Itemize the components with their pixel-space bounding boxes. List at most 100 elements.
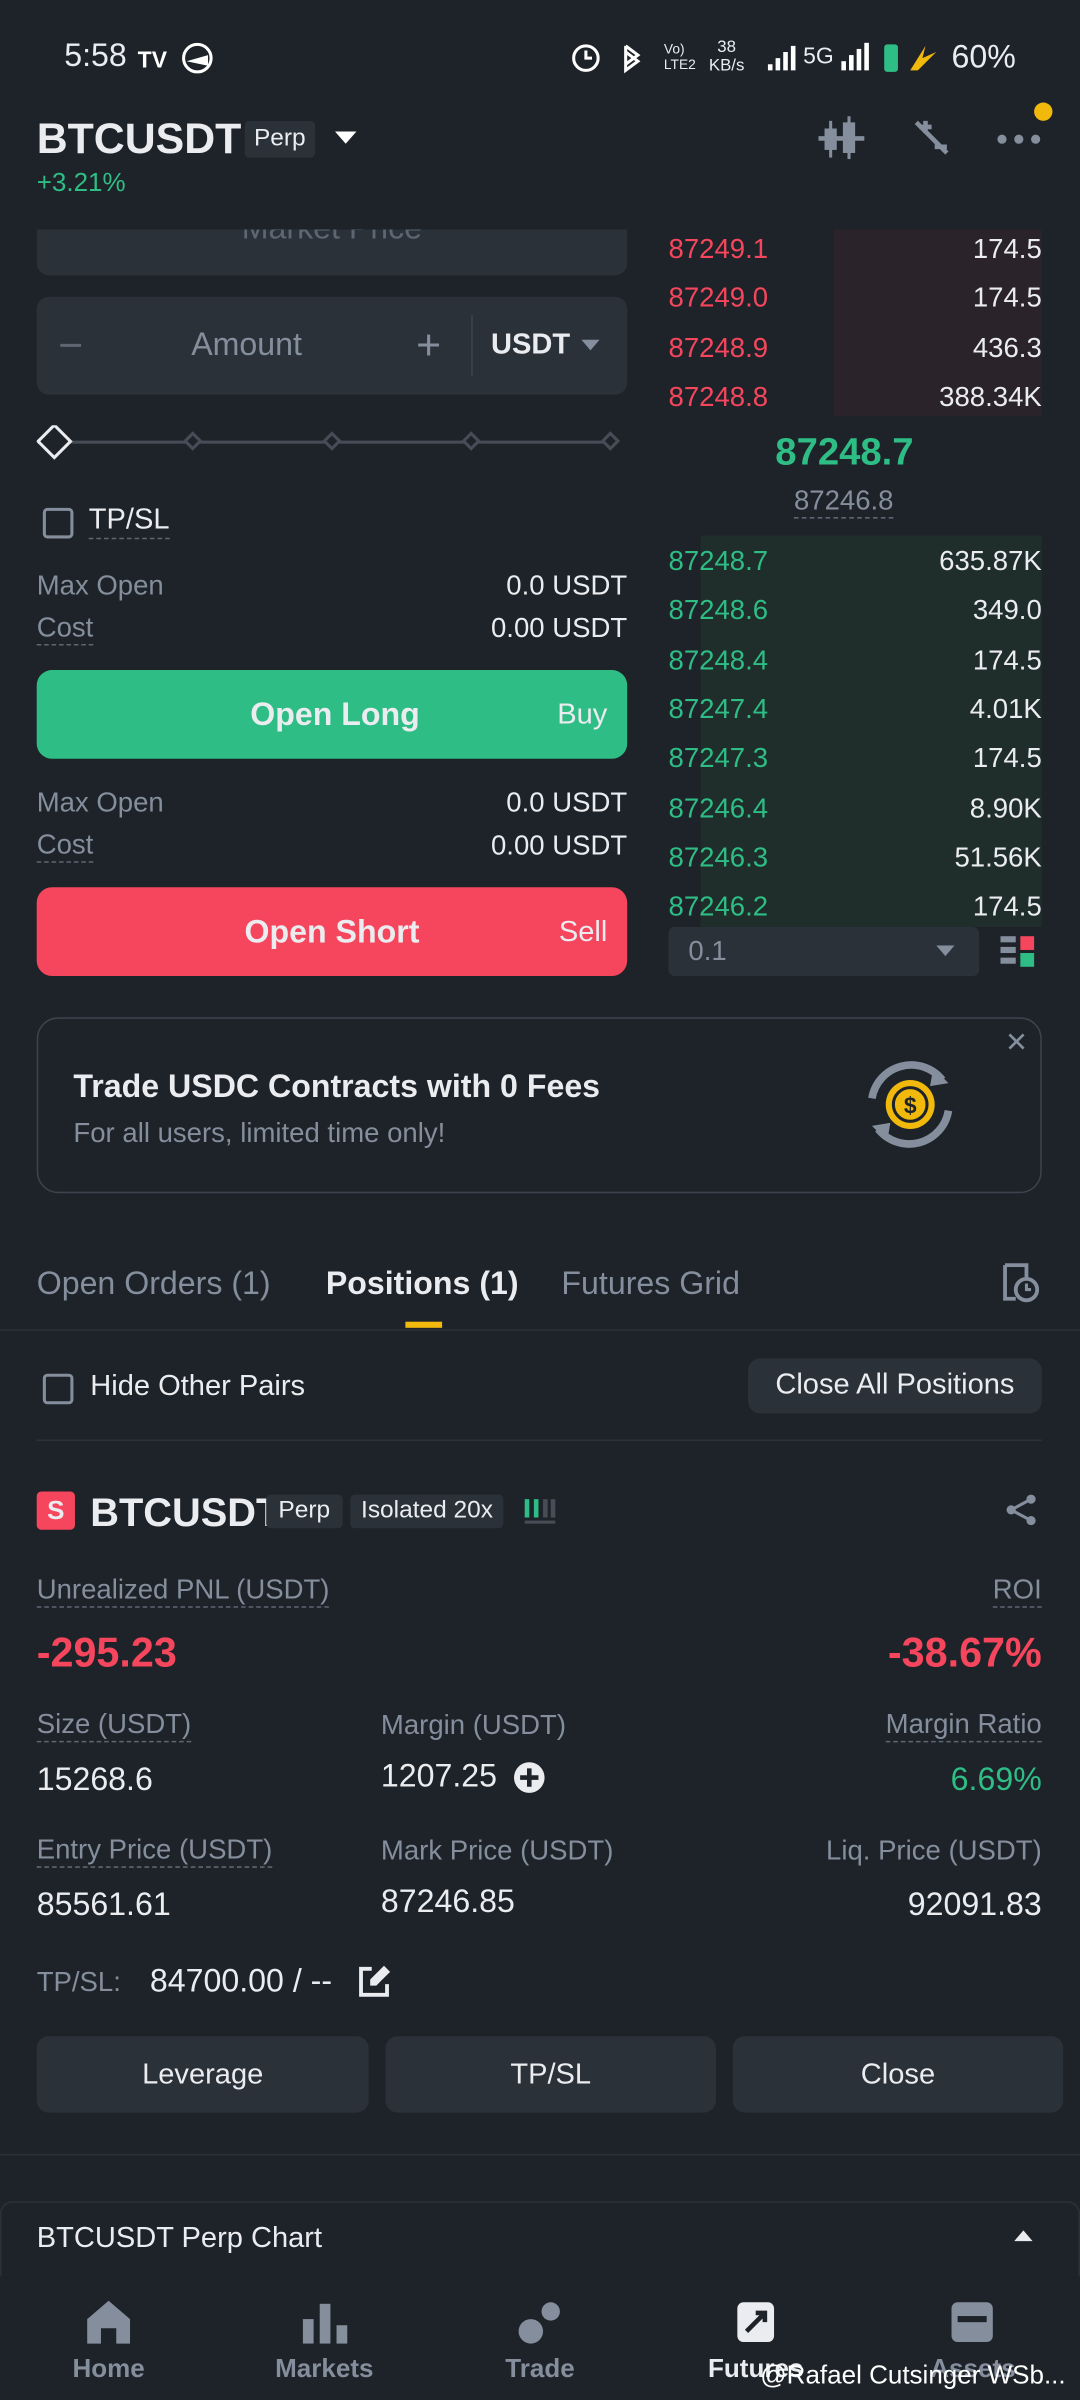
status-time: 5:58 [64, 38, 127, 74]
svg-text:TV: TV [138, 46, 168, 72]
bid-price: 87247.3 [668, 742, 769, 774]
stat-label: Entry Price (USDT) [36, 1834, 273, 1868]
nav-item[interactable]: Trade [505, 2354, 575, 2384]
stat-value: 6.69% [950, 1762, 1042, 1798]
history-icon[interactable] [1000, 1262, 1040, 1305]
open-long-button[interactable] [36, 670, 628, 759]
short-cost-label: Cost [36, 829, 94, 863]
tab[interactable]: Open Orders (1) [36, 1266, 271, 1302]
position-contract: Perp [266, 1494, 343, 1529]
adl-indicator [524, 1499, 556, 1524]
ask-amount: 174.5 [972, 233, 1042, 264]
bid-price: 87247.4 [668, 693, 769, 725]
long-cost-label: Cost [36, 612, 94, 646]
last-price: 87248.7 [775, 430, 914, 474]
position-symbol[interactable]: BTCUSDT [90, 1489, 281, 1536]
amount-plus[interactable]: + [416, 321, 442, 369]
tab-indicator [405, 1321, 443, 1328]
speed-value: 38 [717, 38, 737, 57]
status-icons-mid [572, 44, 641, 74]
stat-label: Margin Ratio [885, 1709, 1042, 1743]
header-caret[interactable] [333, 128, 357, 146]
book-layout-toggle[interactable] [1000, 935, 1037, 969]
open-short-side: Sell [558, 916, 608, 949]
header-change: +3.21% [36, 168, 126, 198]
open-short-button[interactable] [36, 887, 628, 976]
precision-caret [936, 945, 955, 957]
bid-price: 87246.2 [668, 891, 769, 922]
amount-unit[interactable]: USDT [491, 328, 571, 362]
status-network: 5G [803, 43, 834, 70]
tab-active[interactable]: Positions (1) [325, 1266, 519, 1302]
button-label: Close [860, 2059, 936, 2092]
edit-icon[interactable] [358, 1964, 392, 1998]
tab[interactable]: Futures Grid [561, 1266, 740, 1302]
short-max-open-label: Max Open [36, 787, 164, 818]
button-label: Leverage [142, 2059, 264, 2092]
bid-amount: 4.01K [969, 693, 1042, 725]
chart-caret [1014, 2230, 1033, 2242]
ask-price: 87248.9 [668, 332, 769, 364]
open-long-side: Buy [557, 699, 608, 732]
amount-minus[interactable]: − [58, 321, 84, 369]
short-cost: 0.00 USDT [490, 829, 628, 861]
close-all-button[interactable] [748, 1358, 1042, 1414]
status-volte: Vo) LTE2 [663, 41, 696, 72]
bid-amount: 174.5 [972, 644, 1042, 675]
bid-amount: 8.90K [969, 792, 1042, 824]
bid-amount: 349.0 [972, 594, 1042, 626]
notify-dot [1034, 102, 1053, 121]
hide-pairs-checkbox[interactable] [42, 1373, 74, 1405]
stat-label: Margin (USDT) [380, 1709, 567, 1741]
pnl-value: -295.23 [36, 1629, 177, 1676]
status-signal [767, 42, 937, 72]
banner-close[interactable]: ✕ [1005, 1027, 1029, 1058]
roi-value: -38.67% [887, 1629, 1042, 1676]
hide-pairs-label[interactable]: Hide Other Pairs [90, 1370, 306, 1403]
stat-label: Size (USDT) [36, 1709, 192, 1743]
ask-amount: 388.34K [939, 381, 1042, 413]
chart-bar-label: BTCUSDT Perp Chart [36, 2222, 323, 2255]
speed-unit: KB/s [708, 56, 745, 75]
promo-banner[interactable] [36, 1017, 1042, 1194]
close-button[interactable] [732, 2036, 1064, 2113]
ask-amount: 436.3 [972, 332, 1042, 364]
nav-item[interactable]: Markets [275, 2354, 374, 2384]
nav-item[interactable]: Futures [708, 2354, 804, 2384]
ask-price: 87248.8 [668, 381, 769, 413]
nav-item[interactable]: Assets [930, 2354, 1016, 2384]
pnl-label: Unrealized PNL (USDT) [36, 1574, 330, 1608]
precision-select[interactable] [668, 927, 980, 976]
add-margin-icon[interactable] [512, 1761, 546, 1795]
long-max-open: 0.0 USDT [506, 569, 628, 601]
short-max-open: 0.0 USDT [506, 787, 628, 818]
ask-price: 87249.1 [668, 233, 769, 264]
tpsl-button[interactable] [385, 2036, 716, 2113]
roi-label: ROI [992, 1574, 1042, 1608]
header-symbol[interactable]: BTCUSDT [36, 114, 242, 163]
stat-label: Mark Price (USDT) [380, 1834, 614, 1866]
nav-icons [87, 2300, 993, 2344]
amount-divider [471, 315, 473, 377]
header-actions[interactable] [818, 113, 1047, 162]
tpsl-label[interactable]: TP/SL [88, 504, 170, 540]
bid-amount: 174.5 [972, 891, 1042, 922]
price-type-box[interactable]: Market Price [36, 229, 628, 276]
slider[interactable] [36, 425, 634, 462]
share-icon[interactable] [1005, 1493, 1039, 1527]
tpsl-checkbox[interactable] [42, 507, 74, 539]
bid-price: 87248.4 [668, 644, 769, 675]
amount-box[interactable] [36, 296, 628, 395]
bid-amount: 51.56K [954, 841, 1042, 873]
bid-price: 87246.4 [668, 792, 769, 824]
bid-price: 87246.3 [668, 841, 769, 873]
stat-label: Liq. Price (USDT) [826, 1834, 1042, 1866]
tpsl-value: 84700.00 / -- [149, 1964, 333, 2000]
leverage-button[interactable] [36, 2036, 369, 2113]
nav-item[interactable]: Home [72, 2354, 145, 2384]
status-battery: 60% [951, 39, 1016, 75]
svg-text:$: $ [904, 1093, 917, 1119]
status-icons-left: TV [138, 42, 213, 74]
